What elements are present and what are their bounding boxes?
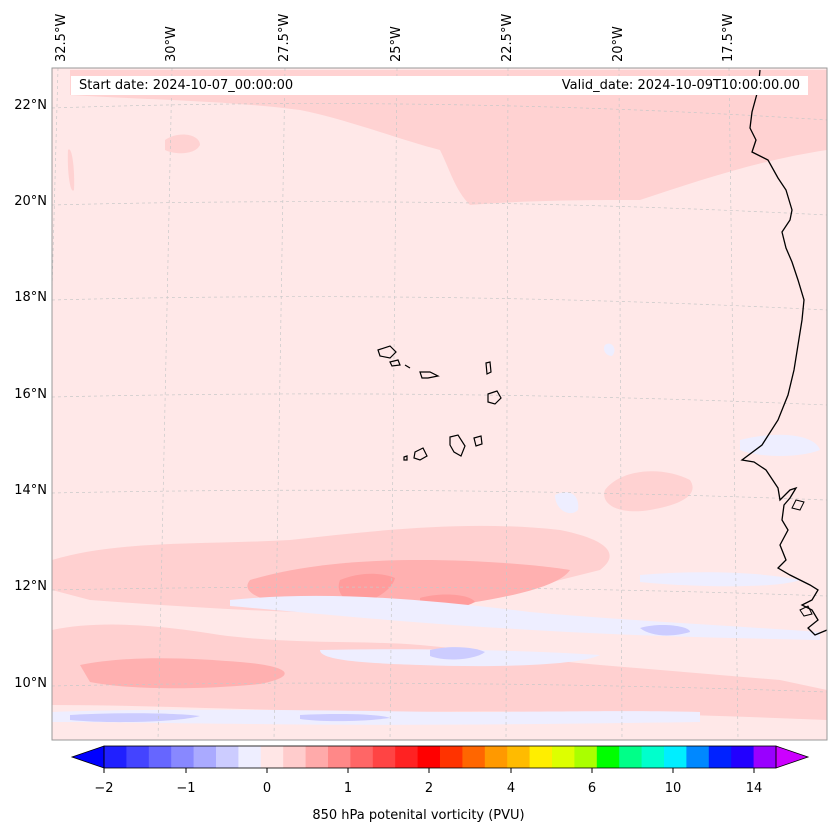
colorbar-cell: [372, 746, 396, 768]
colorbar-max-arrow: [775, 745, 810, 769]
colorbar-cell: [753, 746, 777, 768]
pv-contour-north: [70, 70, 827, 205]
colorbar-cell: [104, 746, 127, 768]
colorbar-cell: [484, 746, 508, 768]
pv-contour-east: [604, 471, 693, 512]
colorbar-cell: [193, 746, 217, 768]
colorbar-title: 850 hPa potenital vorticity (PVU): [312, 808, 525, 823]
pv-contour-negative: [740, 434, 820, 456]
colorbar-tick-label: 0: [262, 781, 272, 796]
start-date-label: Start date: 2024-10-07_00:00:00: [79, 78, 294, 93]
pv-contour-negative: [70, 713, 200, 723]
pv-contour-band-10n-mid: [80, 658, 285, 689]
colorbar-cell: [148, 746, 172, 768]
colorbar-cell: [283, 746, 307, 768]
colorbar-tick-label: 6: [587, 781, 597, 796]
lat-label: 14°N: [14, 483, 47, 498]
lat-label: 22°N: [14, 98, 47, 113]
lat-label: 12°N: [14, 579, 47, 594]
lat-label: 18°N: [14, 290, 47, 305]
pv-contour-patch: [165, 134, 200, 154]
colorbar-cell: [708, 746, 732, 768]
colorbar-tick-label: 4: [506, 781, 516, 796]
pv-contour-band-10n: [52, 624, 827, 720]
colorbar-tick-label: 10: [664, 781, 682, 796]
colorbar-cell: [126, 746, 150, 768]
colorbar-cell: [350, 746, 374, 768]
colorbar-cell: [552, 746, 575, 768]
colorbar-cell: [238, 746, 262, 768]
colorbar-cell: [171, 746, 195, 768]
colorbar-tick-label: 14: [745, 781, 763, 796]
cape-verde-islands: [377, 345, 502, 461]
pv-contour-negative: [300, 714, 390, 722]
africa-coastline: [740, 69, 827, 636]
colorbar-cell: [417, 746, 441, 768]
colorbar-cell: [619, 746, 643, 768]
pv-contour-patch: [67, 149, 75, 191]
lat-label: 20°N: [14, 194, 47, 209]
lat-label: 10°N: [14, 676, 47, 691]
pv-contour-negative: [640, 625, 690, 636]
colorbar-tick-label: −1: [176, 781, 196, 796]
colorbar-cell: [440, 746, 463, 768]
colorbar-frame: [103, 745, 777, 769]
coast-detail: [791, 499, 805, 511]
header-strip: [71, 76, 808, 95]
map-frame: [51, 67, 828, 741]
colorbar-cell: [305, 746, 329, 768]
colorbar-cell: [574, 746, 598, 768]
lat-label: 16°N: [14, 387, 47, 402]
pv-contour-negative: [603, 343, 615, 356]
valid-date-label: Valid_date: 2024-10-09T10:00:00.00: [561, 78, 800, 93]
colorbar-ticks: [103, 768, 755, 773]
colorbar-cell: [507, 746, 531, 768]
colorbar-cell: [641, 746, 665, 768]
colorbar-cell: [664, 746, 687, 768]
colorbar-cell: [328, 746, 351, 768]
colorbar-cell: [596, 746, 620, 768]
colorbar-cell: [686, 746, 710, 768]
colorbar-cell: [529, 746, 553, 768]
colorbar-cell: [462, 746, 486, 768]
coast-detail: [799, 605, 813, 617]
colorbar-cell: [731, 746, 755, 768]
pv-contour-negative: [555, 492, 579, 514]
colorbar-cell: [395, 746, 419, 768]
graticule: [52, 68, 827, 740]
colorbar-tick-label: 1: [343, 781, 353, 796]
pv-contour-negative: [430, 647, 485, 660]
colorbar-min-arrow: [70, 745, 105, 769]
colorbar-tick-label: −2: [94, 781, 114, 796]
pv-contour-negative: [640, 572, 800, 587]
colorbar-cell: [216, 746, 239, 768]
colorbar-tick-label: 2: [424, 781, 434, 796]
pv-contour-band-12n-strong: [338, 573, 395, 604]
colorbar-cell: [260, 746, 284, 768]
